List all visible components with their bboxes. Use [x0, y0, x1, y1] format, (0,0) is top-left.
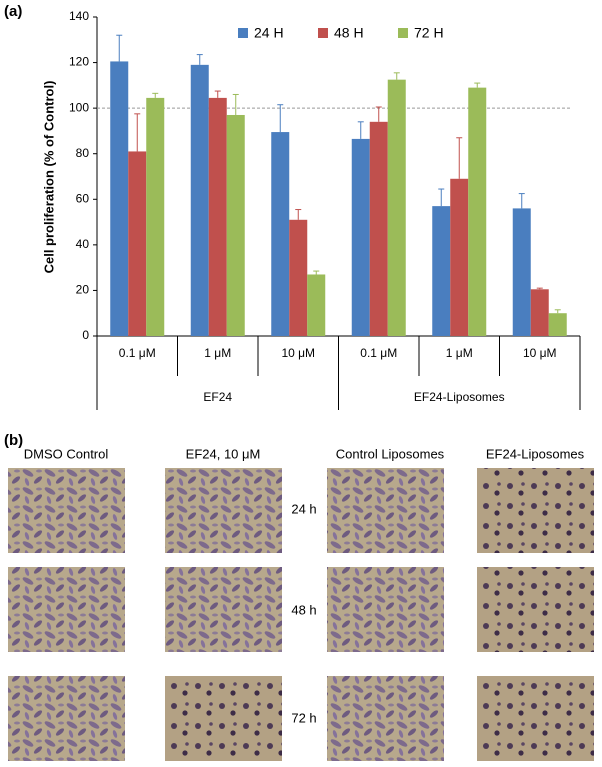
bar: [548, 313, 567, 336]
y-tick-label: 20: [76, 283, 90, 297]
bar: [190, 64, 209, 336]
error-bar: [375, 106, 382, 122]
error-bar: [116, 34, 123, 62]
column-header: EF24-Liposomes: [486, 446, 585, 461]
bar: [512, 208, 531, 336]
legend-label: 48 H: [334, 25, 364, 41]
error-bar: [393, 72, 400, 80]
error-bar: [232, 93, 239, 115]
y-tick-label: 100: [69, 100, 89, 114]
micrograph: [8, 567, 125, 652]
error-bar: [518, 193, 525, 209]
y-axis-label: Cell proliferation (% of Control): [41, 81, 56, 274]
bar: [128, 151, 147, 336]
group-label: EF24: [203, 390, 232, 404]
bar: [387, 79, 406, 337]
legend-label: 24 H: [254, 25, 284, 41]
panel-label: (b): [4, 432, 23, 449]
bar: [146, 97, 165, 336]
micrograph: [327, 468, 444, 553]
bar: [226, 114, 245, 336]
micrograph: [327, 676, 444, 761]
x-tick-label: 0.1 μM: [360, 346, 397, 360]
bar: [369, 121, 388, 336]
micrograph: [165, 676, 282, 761]
y-tick-label: 40: [76, 237, 90, 251]
bar: [468, 87, 487, 336]
micrograph: [327, 567, 444, 652]
error-bar: [438, 188, 445, 207]
group-label: EF24-Liposomes: [414, 390, 505, 404]
legend-label: 72 H: [414, 25, 444, 41]
x-tick-label: 0.1 μM: [119, 346, 156, 360]
micrograph: [477, 567, 594, 652]
error-bar: [196, 54, 203, 65]
bar: [271, 132, 290, 336]
micrograph: [165, 468, 282, 553]
error-bar: [313, 270, 320, 275]
panel-label: (a): [4, 3, 22, 20]
row-label: 72 h: [291, 710, 316, 725]
error-bar: [536, 287, 543, 290]
error-bar: [277, 104, 284, 133]
micrograph: [165, 567, 282, 652]
micrograph: [8, 468, 125, 553]
error-bar: [134, 113, 141, 152]
legend-swatch: [238, 28, 248, 38]
error-bar: [456, 137, 463, 179]
error-bar: [474, 82, 481, 88]
micrograph-grid: [8, 468, 594, 761]
x-tick-label: 10 μM: [523, 346, 557, 360]
column-header: DMSO Control: [24, 446, 109, 461]
bar: [530, 289, 549, 336]
row-label: 48 h: [291, 602, 316, 617]
error-bar: [554, 309, 561, 314]
bar: [351, 138, 370, 336]
bar: [432, 206, 451, 336]
bar: [289, 219, 308, 336]
bar: [110, 61, 129, 337]
y-tick-label: 0: [82, 328, 89, 342]
legend-swatch: [318, 28, 328, 38]
error-bar: [152, 92, 159, 98]
x-tick-label: 10 μM: [281, 346, 315, 360]
x-tick-label: 1 μM: [446, 346, 473, 360]
error-bar: [214, 90, 221, 98]
bar: [208, 97, 227, 336]
y-tick-label: 120: [69, 55, 89, 69]
column-header: Control Liposomes: [336, 446, 445, 461]
micrograph: [477, 468, 594, 553]
column-header: EF24, 10 μM: [186, 446, 261, 461]
x-tick-label: 1 μM: [204, 346, 231, 360]
y-tick-label: 60: [76, 191, 90, 205]
micrograph: [8, 676, 125, 761]
y-tick-label: 140: [69, 9, 89, 23]
micrograph: [477, 676, 594, 761]
error-bar: [357, 121, 364, 139]
row-label: 24 h: [291, 501, 316, 516]
bar: [307, 274, 326, 336]
error-bar: [295, 209, 302, 220]
y-tick-label: 80: [76, 146, 90, 160]
legend-swatch: [398, 28, 408, 38]
bar: [450, 178, 469, 336]
